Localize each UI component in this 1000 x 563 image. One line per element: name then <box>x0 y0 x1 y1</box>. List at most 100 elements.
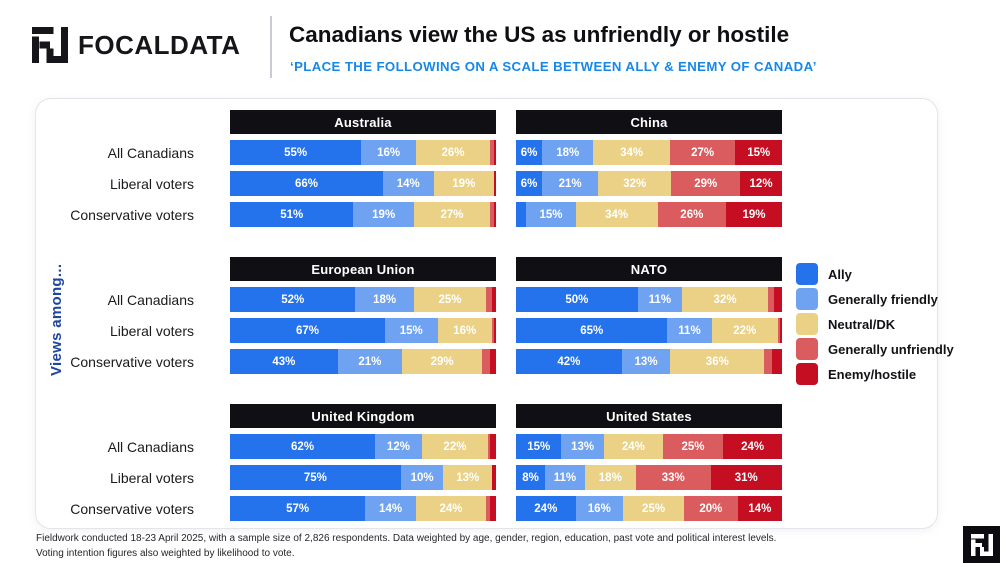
chart-section: All Canadians Liberal voters Conservative … <box>40 110 783 233</box>
bar-segment-enemy-hostile <box>490 434 496 459</box>
row-label-liberal-voters: Liberal voters <box>109 175 194 192</box>
bar-segment-value: 29% <box>694 177 718 190</box>
bar-segment-enemy-hostile: 14% <box>737 496 782 521</box>
row-label-all-canadians: All Canadians <box>107 291 194 308</box>
labels-spacer <box>40 110 210 140</box>
labels-spacer <box>40 257 210 287</box>
legend-swatch-generally-friendly <box>796 288 818 310</box>
bar-segment-generally-friendly: 11% <box>667 318 712 343</box>
legend-item-enemy-hostile: Enemy/hostile <box>796 363 954 385</box>
bar-segment-value: 25% <box>438 293 462 306</box>
bar-segment-neutral-dk: 26% <box>415 140 491 165</box>
bar-segment-value: 14% <box>379 502 403 515</box>
panel-title-nato: NATO <box>516 257 782 281</box>
row-label-all-canadians: All Canadians <box>107 144 194 161</box>
bar-segment-ally: 42% <box>516 349 622 374</box>
bar-segment-value: 13% <box>571 440 595 453</box>
bar-segment-value: 25% <box>681 440 705 453</box>
panel-title-european-union: European Union <box>230 257 496 281</box>
bar-segment-generally-unfriendly <box>764 349 773 374</box>
bar-segment-generally-friendly: 16% <box>575 496 623 521</box>
bar-segment-value: 13% <box>634 355 658 368</box>
bar-row-nato-liberal-voters: 65% 11% 22% <box>516 318 782 343</box>
legend: Ally Generally friendly Neutral/DK Generall… <box>796 263 954 388</box>
bar-segment-neutral-dk: 25% <box>623 496 685 521</box>
bar-segment-generally-unfriendly <box>488 434 491 459</box>
bar-segment-value: 11% <box>553 471 577 484</box>
bar-segment-value: 65% <box>580 324 604 337</box>
panel-title-united-states: United States <box>516 404 782 428</box>
bar-segment-neutral-dk: 13% <box>443 465 493 490</box>
bar-segment-value: 15% <box>399 324 423 337</box>
footer-line1: Fieldwork conducted 18-23 April 2025, wi… <box>36 533 777 544</box>
bar-segment-enemy-hostile <box>490 349 496 374</box>
bar-segment-value: 19% <box>452 177 476 190</box>
charts-grid: All Canadians Liberal voters Conservative … <box>40 110 783 551</box>
bar-segment-generally-unfriendly <box>490 140 495 165</box>
panel-title-china: China <box>516 110 782 134</box>
bar-segment-value: 25% <box>642 502 666 515</box>
bar-segment-ally: 66% <box>230 171 383 196</box>
bar-segment-enemy-hostile <box>772 349 782 374</box>
bar-segment-enemy-hostile <box>494 202 496 227</box>
panel-european-union: European Union 52% 18% 25% 67% 15% 16% 43% 21% 29… <box>230 257 496 380</box>
bar-segment-ally: 67% <box>230 318 385 343</box>
legend-swatch-enemy-hostile <box>796 363 818 385</box>
bar-segment-value: 8% <box>522 471 539 484</box>
bar-segment-value: 31% <box>734 471 758 484</box>
bar-row-united-states-all-canadians: 15% 13% 24% 25% 24% <box>516 434 783 459</box>
legend-label: Enemy/hostile <box>828 366 917 382</box>
bar-segment-value: 15% <box>539 208 563 221</box>
bar-segment-generally-friendly: 19% <box>353 202 414 227</box>
bar-segment-value: 75% <box>303 471 327 484</box>
bar-segment-generally-unfriendly <box>482 349 491 374</box>
bar-segment-neutral-dk: 24% <box>603 434 663 459</box>
bar-row-united-kingdom-liberal-voters: 75% 10% 13% <box>230 465 496 490</box>
bar-segment-generally-unfriendly: 20% <box>684 496 738 521</box>
legend-swatch-ally <box>796 263 818 285</box>
bar-row-united-states-liberal-voters: 8% 11% 18% 33% 31% <box>516 465 783 490</box>
bar-segment-neutral-dk: 34% <box>593 140 670 165</box>
bar-segment-neutral-dk: 24% <box>415 496 487 521</box>
bar-segment-generally-friendly: 14% <box>365 496 416 521</box>
bar-segment-neutral-dk: 25% <box>413 287 487 312</box>
footer: Fieldwork conducted 18-23 April 2025, wi… <box>36 532 776 561</box>
bar-row-united-states-conservative-voters: 24% 16% 25% 20% 14% <box>516 496 782 521</box>
bar-row-china-all-canadians: 6% 18% 34% 27% 15% <box>516 140 783 165</box>
bar-segment-value: 27% <box>440 208 464 221</box>
bar-segment-value: 13% <box>456 471 480 484</box>
bar-segment-value: 24% <box>534 502 558 515</box>
bar-segment-ally: 52% <box>230 287 356 312</box>
bar-row-nato-all-canadians: 50% 11% 32% <box>516 287 783 312</box>
bar-segment-neutral-dk: 18% <box>584 465 636 490</box>
bar-segment-generally-friendly: 13% <box>561 434 604 459</box>
panel-china: China 6% 18% 34% 27% 15% 6% 21% 32% 29% 12% 15% 34% 2… <box>516 110 783 233</box>
legend-label: Neutral/DK <box>828 316 896 332</box>
panel-united-kingdom: United Kingdom 62% 12% 22% 75% 10% 13% 57% 14% 24… <box>230 404 496 527</box>
bar-segment-generally-friendly: 21% <box>337 349 403 374</box>
bar-segment-ally: 55% <box>230 140 362 165</box>
bar-segment-value: 32% <box>713 293 737 306</box>
bar-segment-value: 67% <box>295 324 319 337</box>
bar-segment-enemy-hostile <box>780 318 782 343</box>
panel-australia: Australia 55% 16% 26% 66% 14% 19% 51% 19% 27% <box>230 110 496 233</box>
bar-segment-value: 10% <box>410 471 434 484</box>
bar-segment-ally: 43% <box>230 349 338 374</box>
bar-segment-value: 11% <box>678 324 701 337</box>
bar-segment-generally-unfriendly <box>492 318 495 343</box>
bar-segment-generally-friendly: 18% <box>542 140 594 165</box>
brand-text: FOCALDATA <box>78 29 241 60</box>
bar-segment-neutral-dk: 27% <box>413 202 491 227</box>
bar-segment-value: 27% <box>691 146 715 159</box>
bar-segment-value: 6% <box>520 146 538 159</box>
bar-segment-value: 12% <box>386 440 410 453</box>
bar-segment-value: 16% <box>453 324 477 337</box>
bar-segment-value: 55% <box>284 146 308 159</box>
bar-segment-value: 57% <box>286 502 310 515</box>
row-label-conservative-voters: Conservative voters <box>70 206 194 223</box>
bar-segment-generally-friendly: 21% <box>542 171 599 196</box>
bar-segment-ally: 6% <box>516 171 543 196</box>
bar-segment-value: 15% <box>747 146 771 159</box>
bar-segment-value: 22% <box>443 440 467 453</box>
bar-segment-ally: 6% <box>516 140 543 165</box>
